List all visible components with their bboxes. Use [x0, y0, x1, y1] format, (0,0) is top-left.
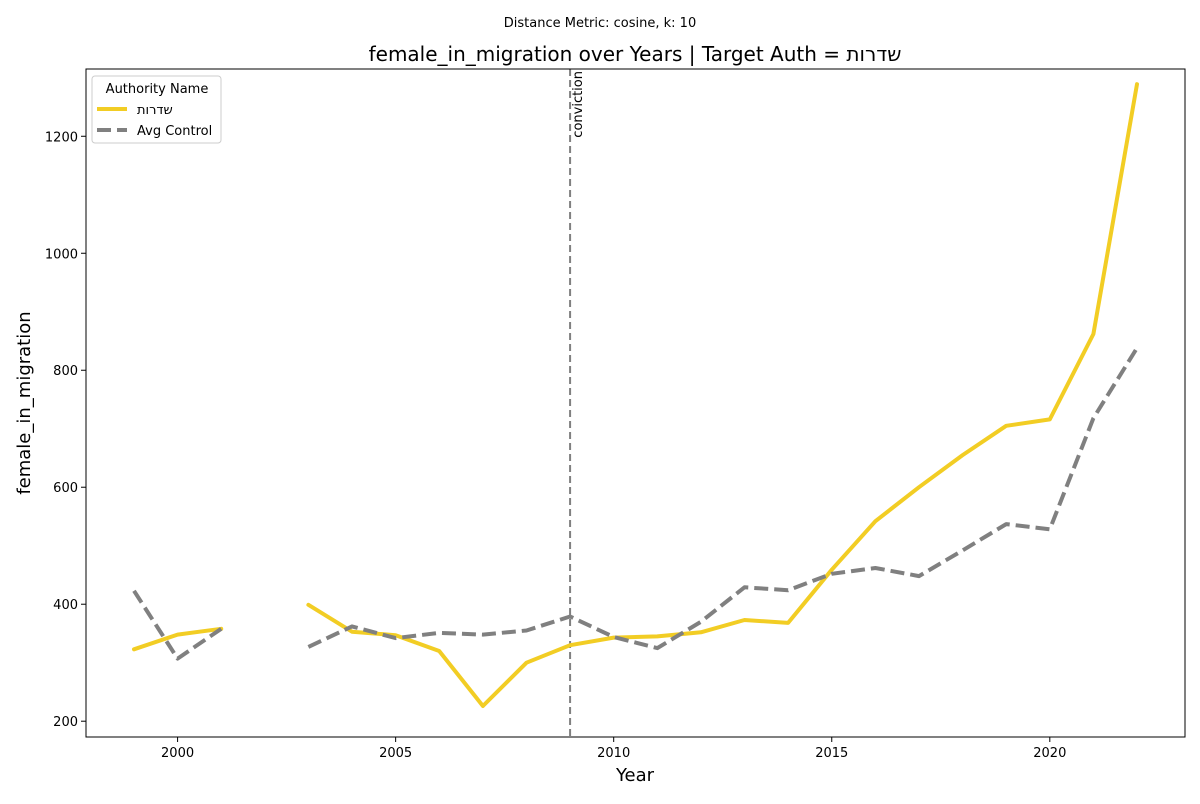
- y-tick-label: 600: [53, 481, 78, 496]
- y-tick-label: 1200: [45, 130, 78, 145]
- y-tick-label: 800: [53, 364, 78, 379]
- y-tick-label: 400: [53, 598, 78, 613]
- x-tick-label: 2015: [815, 746, 848, 761]
- x-axis-label: Year: [615, 765, 655, 786]
- plot-frame: [85, 68, 1186, 738]
- x-tick-label: 2005: [379, 746, 412, 761]
- x-tick-label: 2010: [597, 746, 630, 761]
- plot-area: 2000 2005 2010 2015 2020 200 400 600 800 1000 1200: [45, 69, 1139, 761]
- legend-label-control: Avg Control: [137, 124, 212, 139]
- legend: Authority Name שדרות Avg Control: [91, 75, 222, 144]
- chart-suptitle: Distance Metric: cosine, k: 10: [504, 16, 696, 31]
- series-line-target: [132, 626, 224, 652]
- legend-title: Authority Name: [106, 82, 209, 97]
- series-line-control: [307, 346, 1139, 651]
- y-axis-label: female_in_migration: [14, 311, 35, 494]
- chart-title: female_in_migration over Years | Target …: [369, 42, 902, 66]
- legend-box: [91, 75, 222, 144]
- conviction-annotation: conviction: [571, 71, 586, 138]
- x-tick-label: 2000: [161, 746, 194, 761]
- y-tick-label: 1000: [45, 247, 78, 262]
- y-tick-label: 200: [53, 715, 78, 730]
- legend-label-target: שדרות: [137, 103, 173, 118]
- series-line-target: [306, 82, 1139, 708]
- x-tick-label: 2020: [1033, 746, 1066, 761]
- series-line-control: [132, 589, 223, 661]
